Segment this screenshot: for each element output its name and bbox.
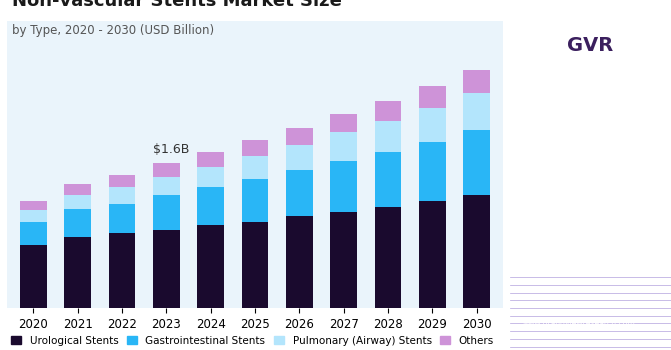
Bar: [242, 222, 268, 308]
Text: GRAND VIEW RESEARCH: GRAND VIEW RESEARCH: [538, 83, 643, 92]
Bar: [286, 128, 313, 145]
Bar: [374, 121, 401, 152]
Bar: [330, 161, 357, 211]
Bar: [197, 167, 224, 188]
Bar: [330, 114, 357, 132]
Text: GVR: GVR: [568, 36, 613, 55]
Bar: [242, 180, 268, 222]
Bar: [419, 86, 446, 108]
Bar: [64, 237, 91, 308]
Bar: [197, 225, 224, 308]
Bar: [242, 140, 268, 156]
Bar: [286, 145, 313, 170]
Text: Non-vascular Stents Market Size: Non-vascular Stents Market Size: [11, 0, 342, 9]
Bar: [64, 209, 91, 237]
Bar: [419, 108, 446, 141]
Bar: [109, 204, 136, 233]
Bar: [419, 201, 446, 308]
Bar: [20, 201, 46, 210]
Bar: [330, 211, 357, 308]
Text: $1.6B: $1.6B: [153, 144, 189, 156]
Text: by Type, 2020 - 2030 (USD Billion): by Type, 2020 - 2030 (USD Billion): [11, 24, 214, 37]
Bar: [109, 233, 136, 308]
Bar: [153, 163, 180, 177]
Bar: [242, 156, 268, 180]
Bar: [374, 102, 401, 121]
Bar: [153, 177, 180, 196]
Bar: [20, 245, 46, 308]
Legend: Urological Stents, Gastrointestinal Stents, Pulmonary (Airway) Stents, Others: Urological Stents, Gastrointestinal Sten…: [7, 332, 498, 350]
Text: Source:
www.grandviewresearch.com: Source: www.grandviewresearch.com: [523, 309, 635, 328]
Bar: [20, 210, 46, 222]
Bar: [374, 152, 401, 207]
Bar: [64, 196, 91, 209]
Bar: [464, 130, 490, 196]
Bar: [109, 188, 136, 204]
Bar: [286, 170, 313, 216]
Bar: [109, 175, 136, 188]
Bar: [197, 188, 224, 225]
Text: Global Market CAGR,
2024 - 2030: Global Market CAGR, 2024 - 2030: [539, 206, 641, 228]
Bar: [153, 196, 180, 230]
Bar: [330, 132, 357, 161]
Bar: [464, 70, 490, 93]
Bar: [286, 216, 313, 308]
Bar: [464, 196, 490, 308]
Bar: [197, 152, 224, 167]
Bar: [20, 222, 46, 245]
Bar: [153, 230, 180, 308]
Bar: [419, 141, 446, 201]
Bar: [464, 93, 490, 130]
Text: 4.8%: 4.8%: [548, 143, 633, 172]
Bar: [64, 184, 91, 196]
Bar: [374, 207, 401, 308]
FancyBboxPatch shape: [518, 14, 663, 77]
